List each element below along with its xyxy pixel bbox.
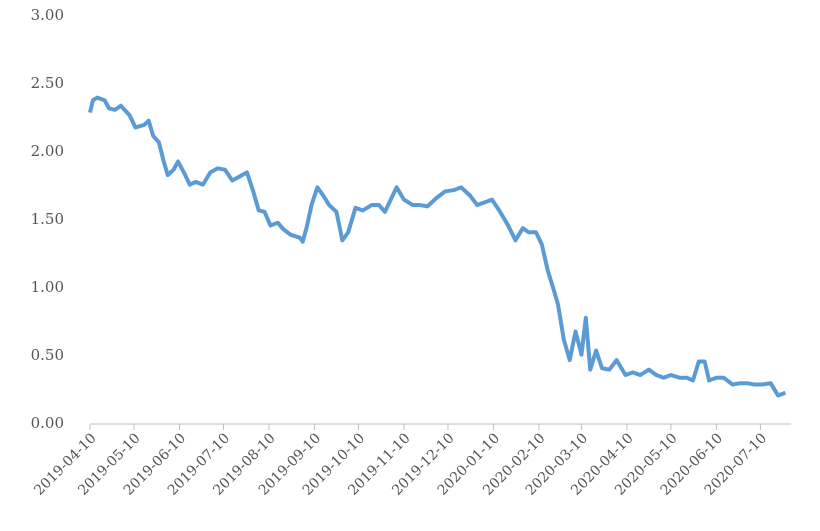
y-tick-label: 2.00 (31, 142, 64, 160)
y-tick-label: 0.50 (31, 346, 64, 364)
y-tick-label: 3.00 (31, 6, 64, 24)
data-line (88, 95, 787, 398)
y-tick-label: 1.50 (31, 210, 64, 228)
y-tick-label: 1.00 (31, 278, 64, 296)
y-tick-label: 0.00 (31, 414, 64, 432)
y-tick-label: 2.50 (31, 74, 64, 92)
